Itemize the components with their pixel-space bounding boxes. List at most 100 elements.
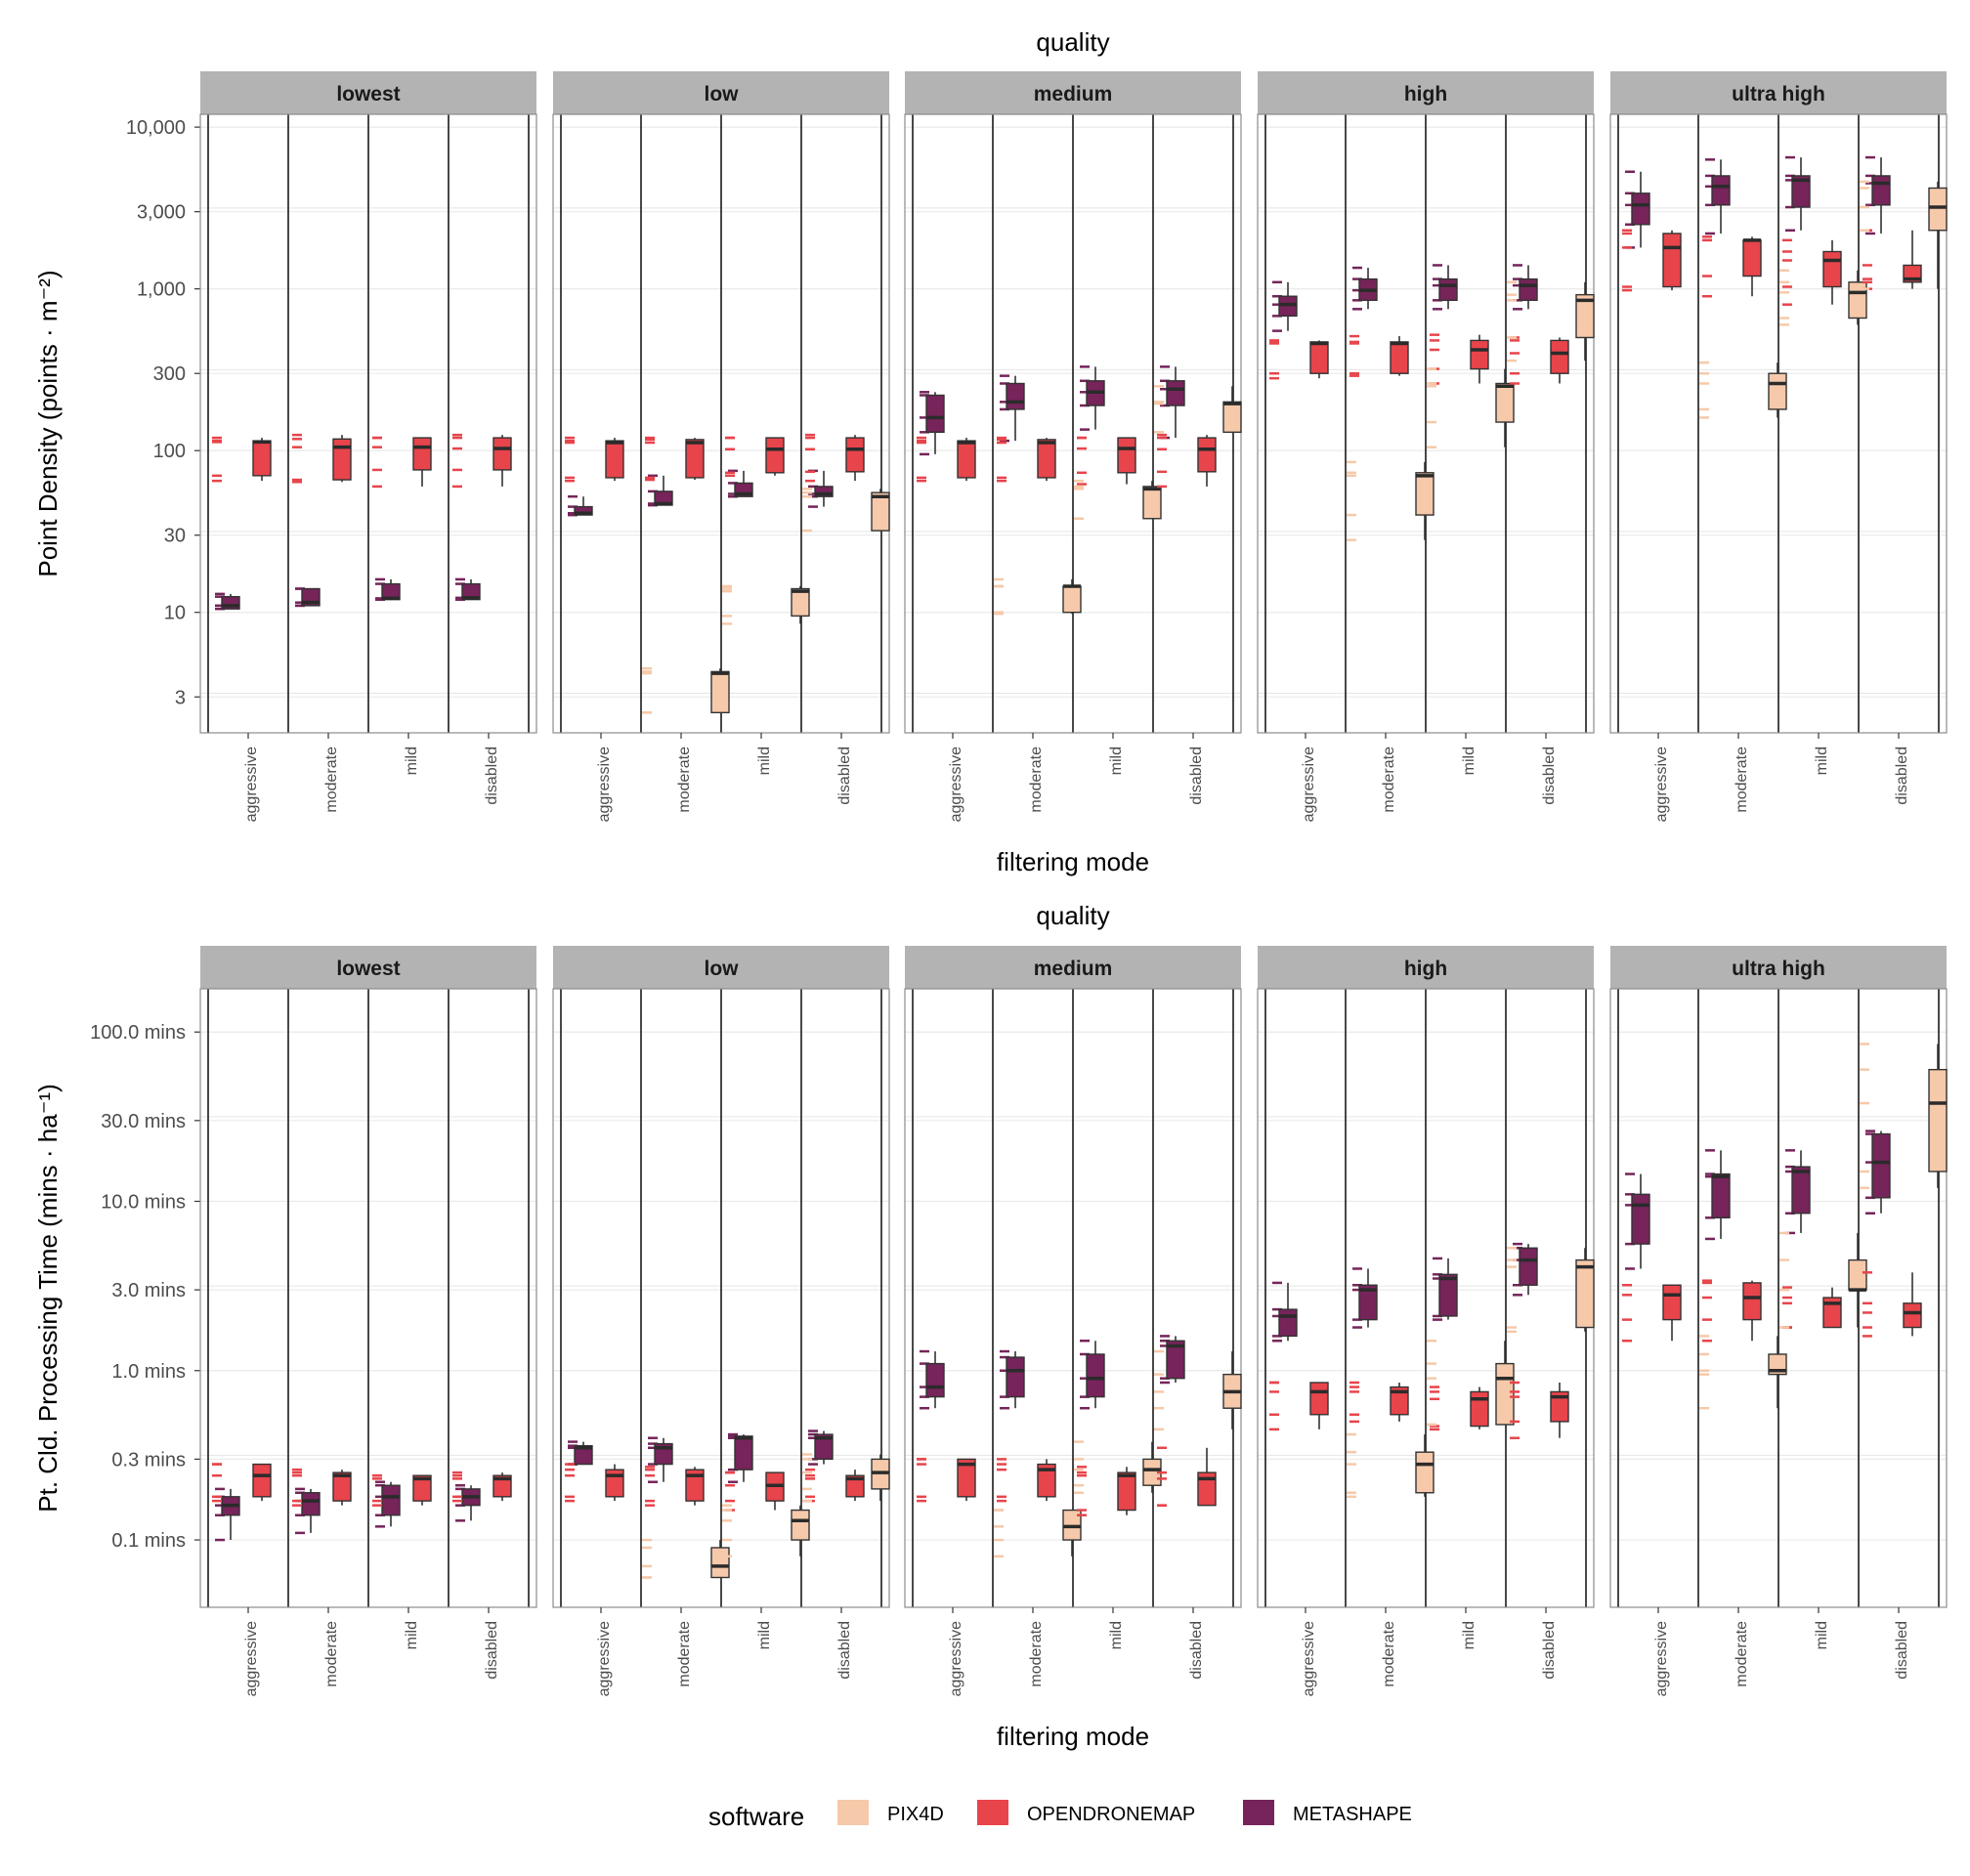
box-opendronemap-disabled	[805, 433, 865, 483]
box-metashape-mild	[375, 1480, 401, 1528]
box-opendronemap-moderate	[1702, 1279, 1762, 1343]
box-body	[1197, 1471, 1217, 1507]
facet-strip	[905, 946, 1241, 989]
x-tick-label: moderate	[676, 1621, 693, 1687]
x-tick-label: disabled	[484, 1621, 500, 1680]
box-metashape-moderate	[1352, 1267, 1378, 1329]
facet-strip-label: lowest	[336, 958, 400, 980]
box-pix4d-mild	[1074, 1440, 1162, 1494]
box-opendronemap-disabled	[1863, 229, 1922, 290]
box-metashape-aggressive	[920, 391, 945, 456]
box-body	[845, 1474, 865, 1498]
box-body	[925, 394, 945, 434]
box-body	[1768, 372, 1787, 410]
panel-border	[1257, 113, 1595, 734]
x-tick-label: disabled	[1188, 1621, 1205, 1680]
y-tick-label: 3.0 mins	[111, 1280, 186, 1301]
x-tick-label: mild	[404, 746, 420, 775]
chart-2: quality Pt. Cld. Processing Time (mins · …	[33, 901, 1948, 1751]
box-metashape-aggressive	[1625, 1172, 1650, 1270]
legend-swatch-pix4d	[837, 1800, 869, 1825]
box-metashape-mild	[1080, 1340, 1105, 1410]
y-tick-label: 1,000	[137, 279, 186, 301]
box-body	[957, 440, 976, 479]
box-body	[1928, 1068, 1948, 1172]
x-tick-label: moderate	[323, 746, 340, 813]
box-body	[791, 587, 810, 618]
box-metashape-moderate	[648, 474, 673, 507]
legend-label-pix4d: PIX4D	[887, 1804, 944, 1825]
box-metashape-disabled	[455, 577, 481, 601]
box-body	[1117, 1471, 1136, 1512]
x-tick-label: aggressive	[243, 1621, 260, 1696]
y-tick-label: 30.0 mins	[101, 1111, 186, 1132]
box-body	[1871, 1132, 1891, 1199]
box-body	[1711, 1172, 1731, 1218]
box-metashape-mild	[1785, 1149, 1811, 1235]
box-opendronemap-mild	[725, 1471, 785, 1512]
box-opendronemap-moderate	[292, 1468, 352, 1507]
y-tick-label: 0.1 mins	[111, 1530, 186, 1552]
box-body	[734, 1435, 753, 1471]
box-opendronemap-aggressive	[917, 1458, 976, 1503]
y-tick-label: 10.0 mins	[101, 1192, 186, 1214]
box-metashape-mild	[1433, 1257, 1458, 1321]
x-tick-label: moderate	[676, 746, 693, 813]
box-body	[332, 438, 352, 481]
box-body	[332, 1471, 352, 1502]
box-metashape-mild	[728, 1432, 753, 1483]
box-opendronemap-aggressive	[565, 436, 624, 483]
box-metashape-disabled	[1513, 1242, 1538, 1297]
box-pix4d-disabled	[802, 1453, 890, 1503]
box-opendronemap-disabled	[1157, 1446, 1217, 1507]
box-body	[1662, 1284, 1682, 1321]
box-body	[301, 1492, 321, 1516]
box-pix4d-moderate	[994, 577, 1082, 616]
box-pix4d-disabled	[1860, 1043, 1948, 1190]
box-pix4d-moderate	[642, 1538, 730, 1579]
facet-strip-label: low	[705, 83, 740, 106]
box-body	[412, 1474, 432, 1502]
box-body	[1166, 1340, 1185, 1380]
box-opendronemap-mild	[1782, 238, 1842, 306]
y-tick-label: 300	[153, 363, 186, 385]
box-body	[1415, 472, 1435, 516]
box-body	[925, 1362, 945, 1398]
x-tick-label: disabled	[836, 746, 853, 805]
box-body	[845, 437, 865, 473]
box-pix4d-mild	[1427, 367, 1515, 448]
facet-strip	[1610, 71, 1947, 114]
box-pix4d-mild	[1779, 1231, 1867, 1329]
box-body	[1848, 1258, 1867, 1291]
box-body	[1037, 439, 1056, 479]
x-tick-label: moderate	[323, 1621, 340, 1687]
x-tick-label: moderate	[1734, 746, 1750, 813]
box-pix4d-moderate	[642, 666, 730, 714]
box-opendronemap-moderate	[1702, 235, 1762, 298]
box-body	[381, 1484, 401, 1516]
box-metashape-aggressive	[1625, 170, 1650, 249]
panel-border	[199, 988, 537, 1608]
facet-panel-lowest: lowest aggressive moderate mild disabled	[199, 71, 537, 822]
box-pix4d-disabled	[1507, 280, 1595, 362]
panel-border	[1609, 988, 1948, 1608]
box-body	[685, 1469, 705, 1502]
box-metashape-moderate	[1705, 1149, 1731, 1241]
box-opendronemap-mild	[1782, 1286, 1842, 1329]
box-body	[412, 437, 432, 471]
x-tick-label: mild	[1108, 1621, 1125, 1649]
box-body	[605, 1469, 624, 1498]
y-tick-label: 10,000	[126, 117, 186, 139]
box-body	[1438, 277, 1458, 302]
y-axis-title: Point Density (points · m⁻²)	[33, 270, 63, 576]
box-opendronemap-mild	[1077, 1466, 1136, 1516]
box-metashape-moderate	[1705, 158, 1731, 235]
box-body	[1519, 277, 1538, 302]
facet-strip-label: medium	[1034, 958, 1113, 980]
x-tick-label: aggressive	[596, 1621, 613, 1696]
box-opendronemap-disabled	[1510, 1381, 1569, 1439]
box-body	[1470, 1390, 1489, 1428]
box-opendronemap-aggressive	[212, 1463, 272, 1503]
facet-strip-label: high	[1404, 958, 1447, 980]
box-body	[791, 1509, 810, 1541]
